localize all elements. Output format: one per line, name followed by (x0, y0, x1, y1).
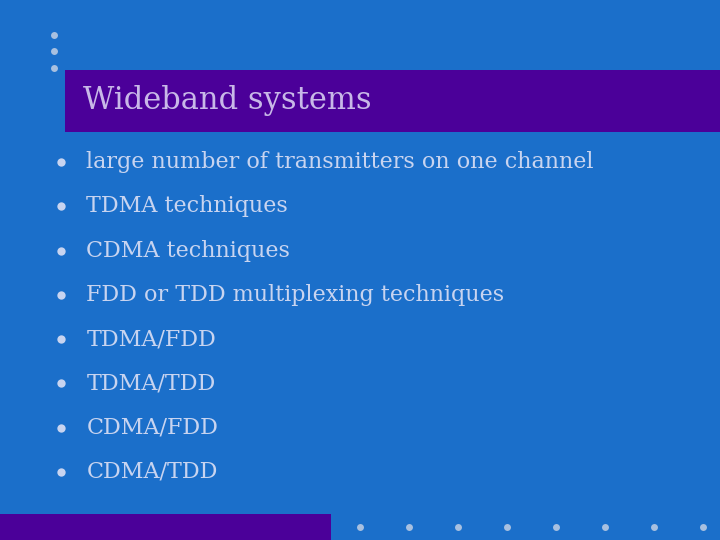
Text: TDMA/TDD: TDMA/TDD (86, 373, 216, 394)
Text: CDMA techniques: CDMA techniques (86, 240, 290, 261)
Text: large number of transmitters on one channel: large number of transmitters on one chan… (86, 151, 594, 173)
Text: TDMA techniques: TDMA techniques (86, 195, 288, 217)
Bar (65, 70, 720, 132)
Text: TDMA/FDD: TDMA/FDD (86, 328, 216, 350)
Text: CDMA/TDD: CDMA/TDD (86, 461, 217, 483)
Text: CDMA/FDD: CDMA/FDD (86, 417, 218, 438)
Text: Wideband systems: Wideband systems (83, 85, 372, 117)
Bar (0, 514, 331, 540)
Text: FDD or TDD multiplexing techniques: FDD or TDD multiplexing techniques (86, 284, 505, 306)
